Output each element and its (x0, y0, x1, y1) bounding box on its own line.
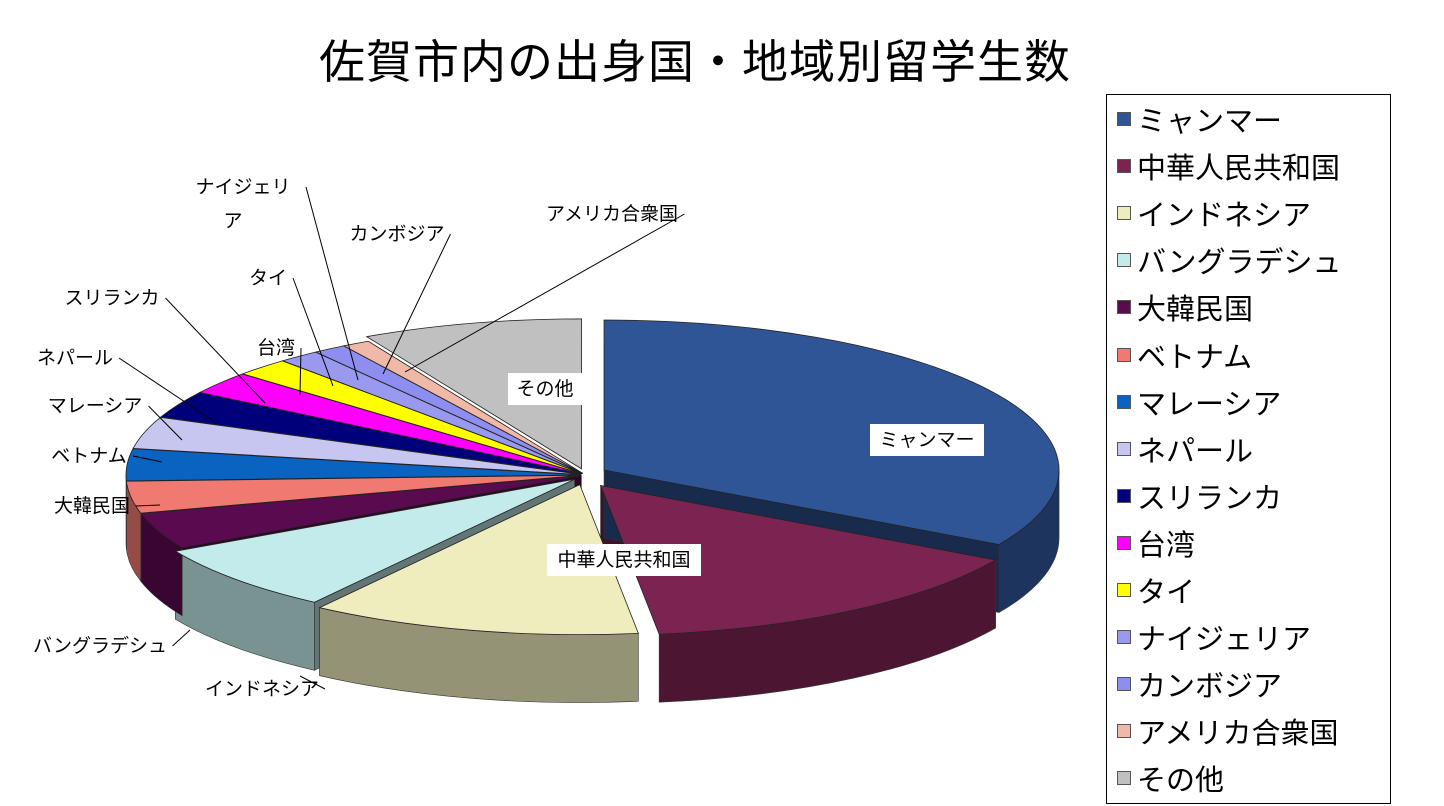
legend-label: ナイジェリア (1137, 622, 1312, 657)
legend-item: 大韓民国 (1117, 287, 1253, 327)
leader-line-9 (299, 347, 302, 396)
slice-0 (603, 319, 1060, 545)
legend-label: ミャンマー (1137, 104, 1283, 138)
slice-label-1: 中華人民共和国 (557, 549, 690, 571)
slice-1 (599, 484, 997, 635)
legend-swatch (1117, 771, 1131, 786)
legend-swatch (1117, 630, 1131, 645)
legend-item: ナイジェリア (1117, 617, 1311, 657)
leader-line-10 (292, 277, 334, 387)
legend-item: ネパール (1117, 429, 1253, 469)
legend-label: ベトナム (1137, 339, 1253, 374)
legend-label: アメリカ合衆国 (1137, 716, 1339, 751)
legend-swatch (1117, 535, 1131, 550)
leader-line-7 (118, 357, 216, 423)
legend-item: バングラデシュ (1117, 240, 1341, 280)
legend-swatch (1117, 677, 1131, 692)
legend-item: その他 (1117, 758, 1224, 798)
legend-label: ネパール (1137, 433, 1254, 468)
legend-item: 台湾 (1117, 523, 1195, 563)
leader-line-11 (305, 186, 359, 381)
slice-label-box-0 (870, 424, 984, 456)
pie-leaders (118, 186, 685, 690)
slice-2 (318, 484, 639, 636)
legend-label: インドネシア (1137, 198, 1312, 233)
slice-label-box-14 (508, 373, 582, 405)
legend-swatch (1117, 112, 1131, 126)
slice-label-9: 台湾 (257, 337, 295, 359)
legend-label: マレーシア (1137, 386, 1282, 421)
slice-label-11: ナイジェリ (195, 176, 290, 198)
legend-label: スリランカ (1137, 480, 1283, 515)
slice-5 (125, 474, 582, 514)
slice-label-10: タイ (249, 267, 287, 289)
leader-line-8 (165, 297, 266, 404)
slice-label-box-1 (547, 544, 701, 576)
slice-label-8: スリランカ (64, 287, 159, 309)
slice-label-13: アメリカ合衆国 (546, 203, 678, 225)
leader-line-5 (132, 455, 163, 463)
legend-item: インドネシア (1117, 193, 1311, 233)
chart-title: 佐賀市内の出身国・地域別留学生数 (319, 35, 1071, 89)
legend-label: 大韓民国 (1137, 292, 1254, 327)
leader-line-13 (404, 213, 685, 373)
leader-line-12 (382, 233, 451, 375)
slice-6 (125, 448, 582, 482)
slice-label-7: ネパール (37, 347, 113, 369)
leader-line-2 (299, 675, 326, 690)
legend-swatch (1117, 347, 1131, 362)
legend-swatch (1117, 394, 1131, 409)
slice-14 (365, 318, 582, 470)
slice-label-3: バングラデシュ (33, 635, 167, 657)
slice-label-wrap-11: ア (223, 210, 242, 232)
legend-item: マレーシア (1117, 382, 1281, 422)
legend-item: 中華人民共和国 (1117, 146, 1340, 186)
legend-label: カンボジア (1137, 669, 1283, 704)
legend-item: タイ (1117, 570, 1195, 610)
slice-4 (140, 475, 582, 549)
legend-label: その他 (1137, 763, 1225, 798)
legend-item: ミャンマー (1117, 99, 1282, 139)
slice-13 (342, 340, 584, 474)
legend-label: バングラデシュ (1137, 245, 1342, 280)
slice-label-5: ベトナム (51, 445, 126, 467)
legend-swatch (1117, 488, 1131, 503)
leader-line-4 (135, 504, 161, 507)
slice-label-6: マレーシア (48, 395, 143, 417)
pie-tops (125, 318, 1060, 636)
legend-item: ベトナム (1117, 335, 1252, 375)
legend-label: 中華人民共和国 (1137, 151, 1341, 186)
slice-label-2: インドネシア (205, 678, 319, 700)
legend-swatch (1117, 300, 1131, 315)
slice-label-12: カンボジア (349, 223, 444, 245)
legend-swatch (1117, 206, 1131, 221)
slice-label-14: その他 (516, 378, 573, 400)
legend: ミャンマー中華人民共和国 インドネシア バングラデシュ 大韓民国ベトナムマレーシアネパ… (1106, 94, 1391, 804)
slice-label-4: 大韓民国 (54, 495, 130, 517)
legend-swatch (1117, 253, 1131, 268)
legend-swatch (1117, 724, 1131, 739)
legend-swatch (1117, 159, 1131, 174)
legend-item: カンボジア (1117, 664, 1282, 704)
legend-label: タイ (1137, 575, 1196, 609)
legend-label: 台湾 (1137, 527, 1196, 562)
leader-line-3 (172, 629, 191, 647)
slice-label-0: ミャンマー (879, 429, 974, 451)
legend-item: アメリカ合衆国 (1117, 711, 1339, 751)
legend-swatch (1117, 583, 1131, 597)
leader-line-6 (148, 405, 183, 441)
legend-swatch (1117, 441, 1131, 456)
legend-item: スリランカ (1117, 476, 1282, 516)
slice-3 (174, 478, 575, 603)
